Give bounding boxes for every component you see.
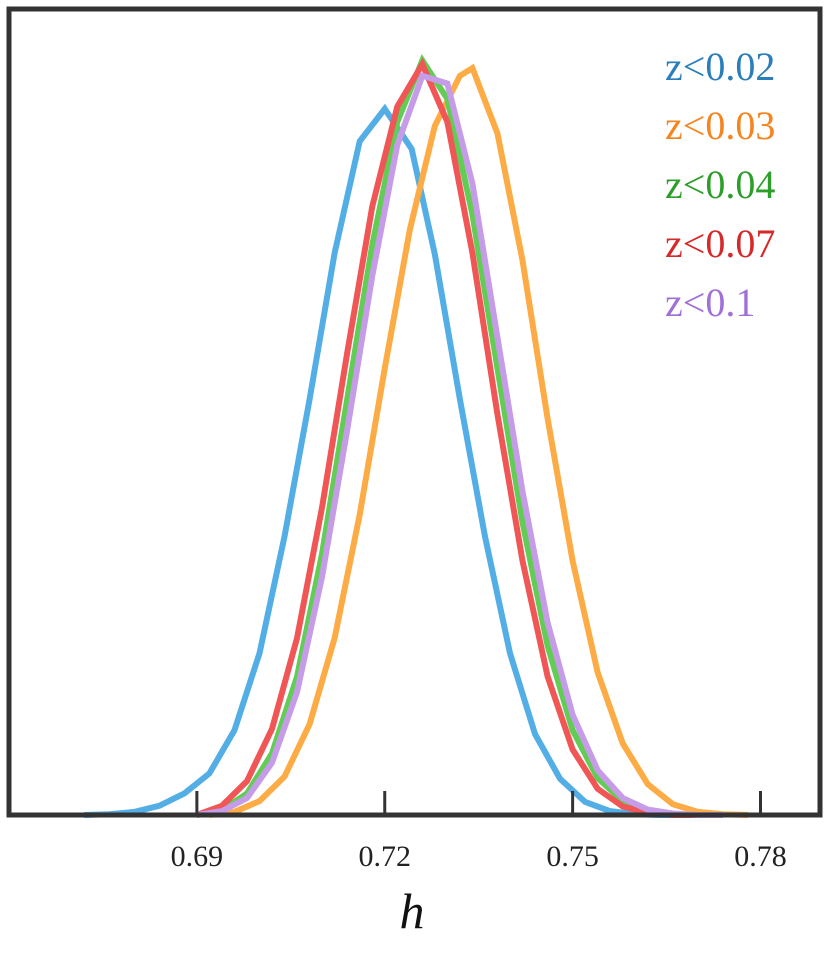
x-tick-label: 0.72	[359, 840, 412, 873]
legend-entry-4: z<0.1	[665, 280, 755, 325]
plot-frame	[6, 6, 823, 818]
legend-entry-1: z<0.03	[665, 103, 775, 148]
plot-background	[9, 9, 820, 815]
x-tick-label: 0.69	[171, 840, 224, 873]
x-tick-label: 0.78	[734, 840, 787, 873]
x-tick-label: 0.75	[546, 840, 599, 873]
series-line-1	[209, 63, 749, 818]
series-line-3	[195, 57, 698, 818]
series-line-4	[196, 72, 723, 818]
legend-entry-0: z<0.02	[665, 44, 775, 89]
series-layer	[84, 53, 749, 818]
legend-entry-2: z<0.04	[665, 162, 775, 207]
legend-entry-3: z<0.07	[665, 221, 775, 266]
series-line-0	[84, 103, 686, 818]
legend: z<0.02 z<0.03 z<0.04 z<0.07 z<0.1	[665, 44, 775, 325]
x-axis-label: h	[400, 883, 425, 939]
x-axis: 0.69 0.72 0.75 0.78	[171, 791, 787, 873]
